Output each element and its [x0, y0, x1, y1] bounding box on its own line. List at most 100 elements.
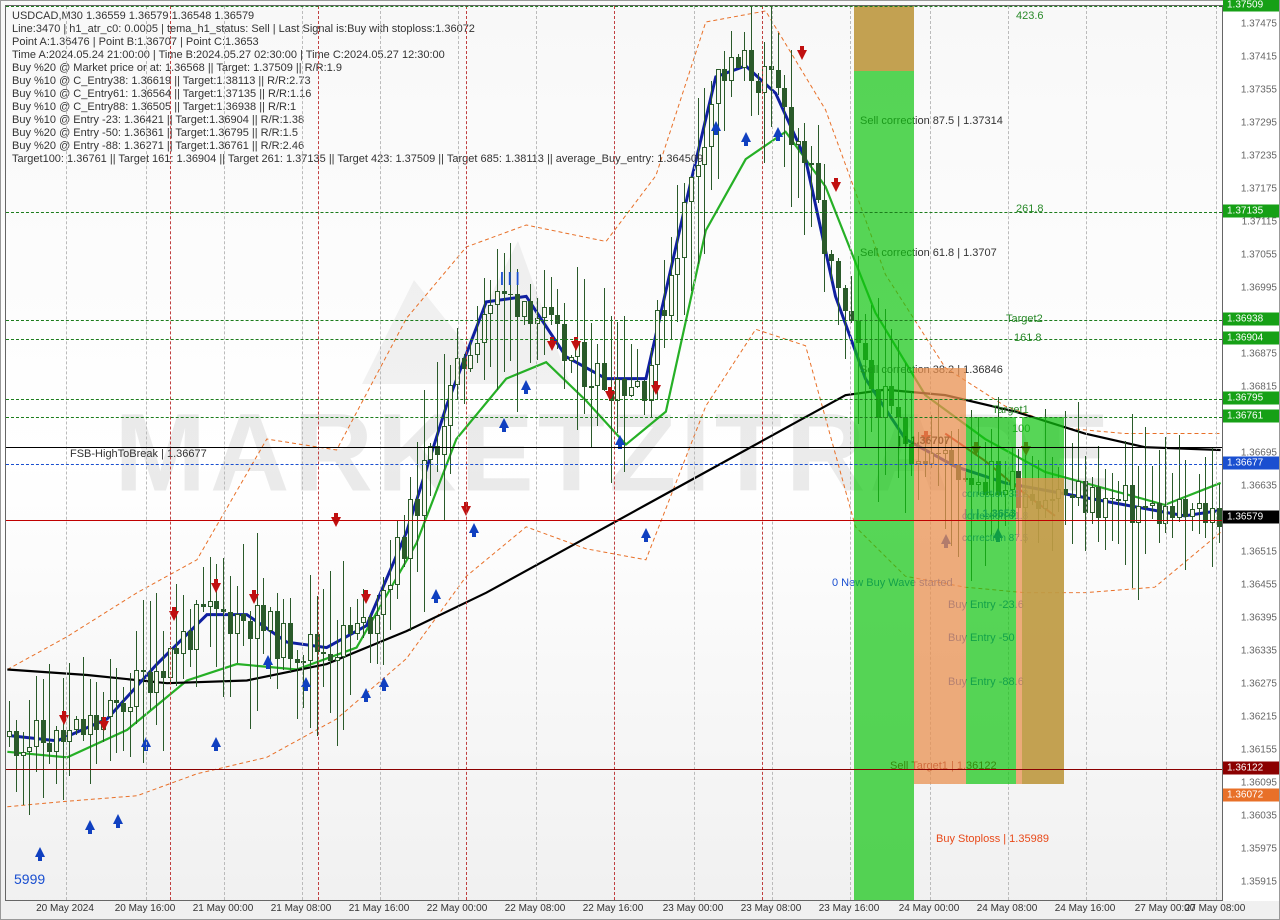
ytick-label: 1.36335	[1241, 645, 1277, 656]
xtick-label: 22 May 00:00	[427, 903, 488, 914]
buy-arrow-icon	[361, 688, 371, 698]
ytick-label: 1.35915	[1241, 876, 1277, 887]
y-price-marker: 1.36677	[1223, 456, 1279, 469]
buy-arrow-icon	[85, 820, 95, 830]
buy-arrow-icon	[431, 589, 441, 599]
ytick-label: 1.37115	[1242, 216, 1277, 227]
ytick-label: 1.37175	[1241, 183, 1277, 194]
xtick-label: 20 May 2024	[36, 903, 94, 914]
y-price-marker: 1.36904	[1223, 331, 1279, 344]
annotation: 161.8	[1014, 332, 1042, 344]
orange-zone	[1016, 478, 1064, 783]
x-gridline	[1086, 6, 1087, 900]
annotation: Target1	[992, 404, 1029, 416]
annotation: FSB-HighToBreak | 1.36677	[70, 448, 207, 460]
xtick-label: 24 May 00:00	[899, 903, 960, 914]
info-line: Line:3470 | h1_atr_c0: 0.0005 | tema_h1_…	[12, 23, 703, 36]
buy-arrow-icon	[741, 132, 751, 142]
ytick-label: 1.36515	[1241, 546, 1277, 557]
ytick-label: 1.36455	[1241, 579, 1277, 590]
x-gridline	[772, 6, 773, 900]
orange-zone	[854, 6, 914, 71]
session-vline	[466, 6, 467, 900]
info-line: Buy %10 @ C_Entry61: 1.36564 || Target:1…	[12, 88, 703, 101]
x-gridline	[850, 6, 851, 900]
hline	[6, 212, 1222, 213]
y-price-marker: 1.37509	[1223, 0, 1279, 12]
annotation: 261.8	[1016, 203, 1044, 215]
ytick-label: 1.36875	[1241, 348, 1277, 359]
y-price-marker: 1.36761	[1223, 410, 1279, 423]
info-line: Target100: 1.36761 || Target 161: 1.3690…	[12, 153, 703, 166]
x-gridline	[536, 6, 537, 900]
xtick-label: 22 May 16:00	[583, 903, 644, 914]
info-overlay: USDCAD,M30 1.36559 1.36579 1.36548 1.365…	[12, 10, 703, 166]
xtick-label: 21 May 16:00	[349, 903, 410, 914]
y-price-marker: 1.36579	[1223, 510, 1279, 523]
ytick-label: 1.37415	[1241, 51, 1277, 62]
sell-arrow-icon	[249, 594, 259, 604]
ytick-label: 1.36155	[1241, 744, 1277, 755]
y-price-marker: 1.36072	[1223, 789, 1279, 802]
hline	[6, 464, 1222, 465]
info-line: Point A:1.36476 | Point B:1.36707 | Poin…	[12, 36, 703, 49]
green-zone	[854, 6, 914, 901]
buy-arrow-icon	[113, 814, 123, 824]
sell-arrow-icon	[571, 341, 581, 351]
x-gridline	[694, 6, 695, 900]
info-line: USDCAD,M30 1.36559 1.36579 1.36548 1.365…	[12, 10, 703, 23]
info-line: Buy %20 @ Entry -50: 1.36361 || Target:1…	[12, 127, 703, 140]
info-line: Time A:2024.05.24 21:00:00 | Time B:2024…	[12, 49, 703, 62]
ytick-label: 1.36095	[1241, 777, 1277, 788]
ytick-label: 1.36635	[1241, 480, 1277, 491]
session-vline	[762, 6, 763, 900]
hline	[6, 417, 1222, 418]
buy-arrow-icon	[641, 528, 651, 538]
sell-arrow-icon	[797, 50, 807, 60]
xtick-label: 23 May 08:00	[741, 903, 802, 914]
y-axis: 1.374751.374151.373551.372951.372351.371…	[1222, 5, 1279, 901]
x-gridline	[302, 6, 303, 900]
x-axis: 20 May 2024 20 May 16:00 21 May 00:00 21 Ma…	[5, 900, 1223, 919]
sell-arrow-icon	[211, 583, 221, 593]
green-zone	[966, 417, 1016, 783]
x-gridline	[224, 6, 225, 900]
annotation: | | |	[500, 269, 520, 285]
buy-arrow-icon	[773, 127, 783, 137]
x-gridline	[1166, 6, 1167, 900]
xtick-label: 24 May 16:00	[1055, 903, 1116, 914]
x-gridline	[458, 6, 459, 900]
x-gridline	[380, 6, 381, 900]
xtick-label: 23 May 16:00	[819, 903, 880, 914]
xtick-label: 20 May 16:00	[115, 903, 176, 914]
ytick-label: 1.36995	[1241, 282, 1277, 293]
annotation: 423.6	[1016, 10, 1044, 22]
ytick-label: 1.35975	[1241, 843, 1277, 854]
info-line: Buy %10 @ Entry -23: 1.36421 || Target:1…	[12, 114, 703, 127]
xtick-label: 21 May 00:00	[193, 903, 254, 914]
x-gridline	[146, 6, 147, 900]
buy-arrow-icon	[711, 121, 721, 131]
plot-area[interactable]: MARKETZITRADE 423.6261.8Target2161.8Targ…	[5, 5, 1223, 901]
sell-arrow-icon	[99, 721, 109, 731]
buy-arrow-icon	[263, 655, 273, 665]
hline	[6, 769, 1222, 770]
buy-arrow-icon	[615, 435, 625, 445]
ytick-label: 1.37055	[1241, 249, 1277, 260]
hline	[6, 6, 1222, 7]
info-line: Buy %20 @ Market price or at: 1.36568 ||…	[12, 62, 703, 75]
sell-arrow-icon	[831, 182, 841, 192]
sell-arrow-icon	[651, 385, 661, 395]
x-gridline	[1216, 6, 1217, 900]
orange-zone	[914, 368, 966, 783]
xtick-label: 23 May 00:00	[663, 903, 724, 914]
xtick-label: 27 May 08:00	[1185, 903, 1246, 914]
ytick-label: 1.37235	[1241, 150, 1277, 161]
buy-arrow-icon	[35, 847, 45, 857]
ytick-label: 1.36275	[1241, 678, 1277, 689]
y-price-marker: 1.36938	[1223, 313, 1279, 326]
ytick-label: 1.36395	[1241, 612, 1277, 623]
hline	[6, 339, 1222, 340]
session-vline	[170, 6, 171, 900]
buy-arrow-icon	[499, 418, 509, 428]
